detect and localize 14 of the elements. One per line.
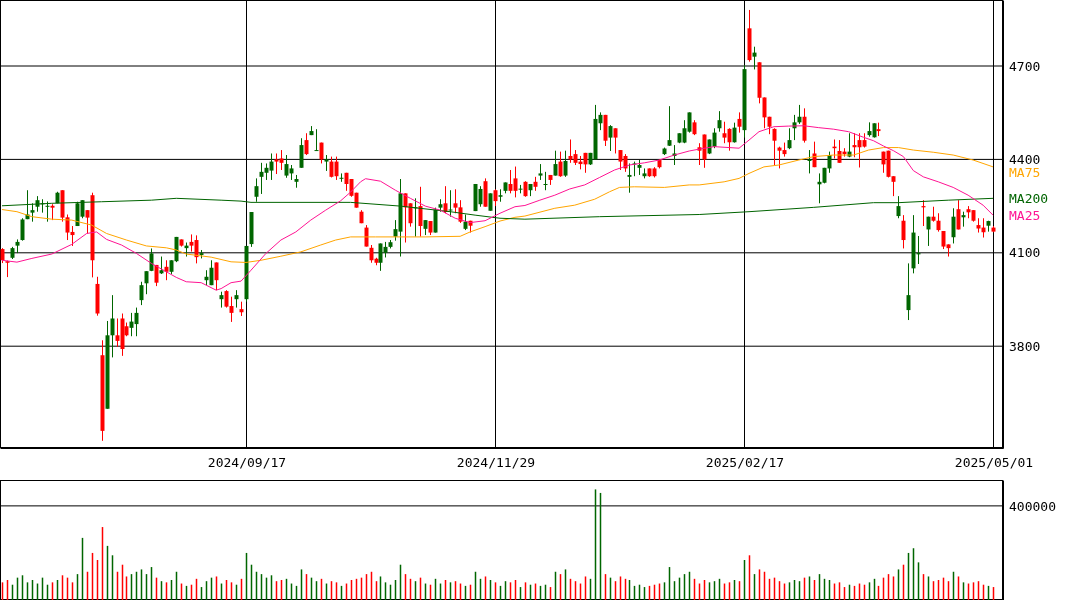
x-tick-label: 2024/09/17: [207, 455, 287, 471]
candlestick: [274, 152, 279, 175]
x-tick-label: 2024/11/29: [456, 455, 536, 471]
y-tick-label: 4700: [1009, 58, 1041, 74]
candlestick: [807, 149, 812, 174]
y-tick-label: 4100: [1009, 245, 1041, 261]
line-series: [1, 147, 994, 263]
x-tick-label: 2025/02/17: [705, 455, 785, 471]
series-label: MA200: [1009, 190, 1049, 206]
y-tick-label: 3800: [1009, 338, 1041, 354]
x-tick-label: 2025/05/01: [954, 455, 1034, 471]
series-label: MA25: [1009, 207, 1041, 223]
candlestick: [498, 188, 503, 203]
y-tick-label: 400000: [1009, 498, 1056, 514]
